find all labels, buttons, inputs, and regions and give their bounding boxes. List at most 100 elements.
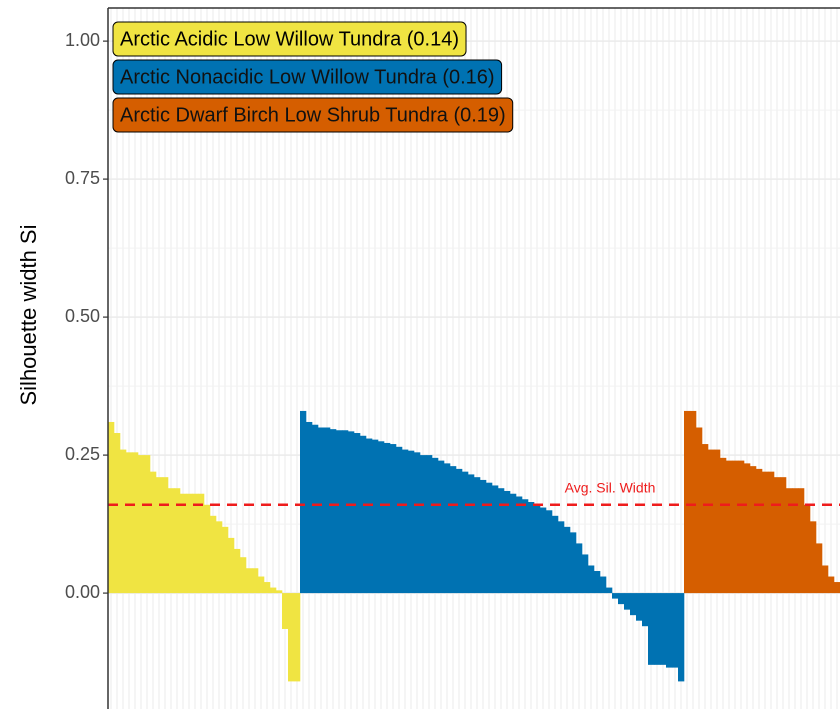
legend-label: Arctic Acidic Low Willow Tundra (0.14) <box>120 28 459 50</box>
bar <box>210 515 217 594</box>
bar <box>588 565 595 594</box>
bar <box>174 488 181 594</box>
bar <box>192 493 199 594</box>
legend-box <box>112 97 514 133</box>
bar <box>282 593 289 629</box>
bar <box>732 460 739 594</box>
bar <box>672 593 679 668</box>
bar <box>354 433 361 594</box>
bar <box>120 449 127 594</box>
bar <box>744 463 751 594</box>
bar <box>450 466 457 594</box>
bar <box>204 504 211 594</box>
bar <box>528 502 535 594</box>
bar <box>576 543 583 594</box>
bar <box>402 449 409 594</box>
bar <box>726 460 733 594</box>
bar <box>720 457 727 594</box>
bar <box>294 593 301 682</box>
bar <box>534 504 541 594</box>
bar <box>762 471 769 594</box>
bar <box>798 488 805 594</box>
bar <box>390 444 397 594</box>
bar <box>804 504 811 594</box>
bar <box>786 488 793 594</box>
bar <box>702 444 709 594</box>
bar <box>288 593 295 682</box>
bar <box>510 493 517 594</box>
bar <box>264 582 271 594</box>
bar <box>462 471 469 594</box>
bar <box>150 471 157 594</box>
bar <box>750 466 757 594</box>
bar <box>816 543 823 594</box>
bar <box>456 468 463 594</box>
average-label: Avg. Sil. Width <box>565 479 656 495</box>
bar <box>420 455 427 594</box>
bar <box>108 421 115 594</box>
bar <box>360 435 367 594</box>
bar <box>342 430 349 594</box>
bar <box>126 452 133 594</box>
bar <box>348 431 355 594</box>
bar <box>372 439 379 594</box>
bar <box>612 593 619 599</box>
bar <box>318 427 325 594</box>
bar <box>240 557 247 594</box>
bar <box>660 593 667 665</box>
bar <box>486 482 493 594</box>
bar <box>228 537 235 594</box>
bar <box>546 510 553 594</box>
bar <box>408 450 415 594</box>
bar <box>438 460 445 594</box>
bar <box>336 430 343 594</box>
bar <box>252 568 259 594</box>
bar <box>690 410 697 594</box>
bar <box>378 441 385 594</box>
bar <box>366 438 373 594</box>
bar <box>828 576 835 594</box>
bar <box>306 421 313 594</box>
bar <box>582 554 589 594</box>
bar <box>558 521 565 594</box>
bar <box>780 477 787 594</box>
bar <box>684 410 691 594</box>
bar <box>738 460 745 594</box>
bar <box>300 410 307 594</box>
bar <box>624 593 631 610</box>
bar <box>654 593 661 665</box>
bar <box>132 452 139 594</box>
bar <box>600 576 607 594</box>
bar <box>756 468 763 594</box>
bar <box>138 455 145 594</box>
bar <box>768 471 775 594</box>
bar <box>774 477 781 594</box>
bar <box>414 452 421 594</box>
y-tick-label: 0.25 <box>65 444 100 464</box>
bar <box>396 446 403 594</box>
bar <box>792 488 799 594</box>
bar <box>480 479 487 594</box>
bar <box>426 455 433 594</box>
y-tick-label: 1.00 <box>65 30 100 50</box>
bar <box>516 496 523 594</box>
bar <box>276 590 283 594</box>
bar <box>504 490 511 594</box>
bar <box>168 488 175 594</box>
legend-label: Arctic Dwarf Birch Low Shrub Tundra (0.1… <box>120 104 506 126</box>
bar <box>630 593 637 616</box>
y-tick-label: 0.75 <box>65 168 100 188</box>
legend-item: Arctic Dwarf Birch Low Shrub Tundra (0.1… <box>112 97 514 133</box>
bar <box>330 429 337 594</box>
bar <box>666 593 673 668</box>
bar <box>474 477 481 594</box>
bar <box>468 474 475 594</box>
bar <box>198 493 205 594</box>
bar <box>384 442 391 594</box>
bar <box>186 493 193 594</box>
bar <box>570 532 577 594</box>
bar <box>432 457 439 594</box>
bar <box>540 507 547 594</box>
bar <box>234 548 241 594</box>
